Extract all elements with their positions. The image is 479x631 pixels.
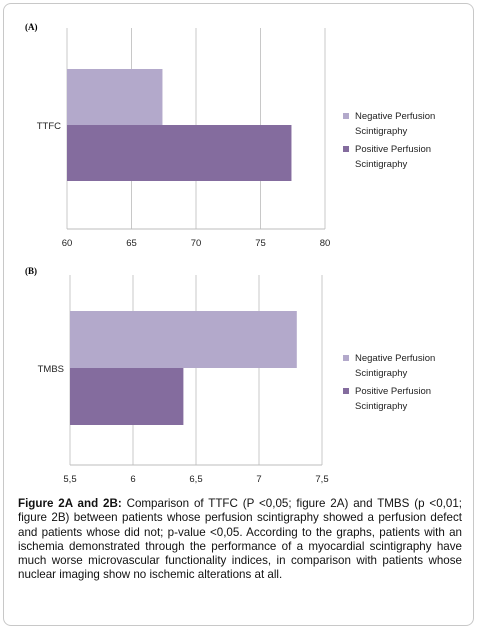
legend-label-positive: Positive Perfusion Scintigraphy <box>355 144 432 170</box>
legend-item-negative: Negative Perfusion Scintigraphy <box>343 109 465 139</box>
x-tick-label: 80 <box>320 238 331 249</box>
bar-positive <box>67 125 292 181</box>
legend-swatch-positive <box>343 146 349 152</box>
caption-text: Comparison of TTFC (P <0,05; figure 2A) … <box>18 497 462 582</box>
figure-frame <box>3 3 474 626</box>
legend-a: Negative Perfusion Scintigraphy Positive… <box>343 109 465 175</box>
legend-label-positive: Positive Perfusion Scintigraphy <box>355 386 432 412</box>
legend-item-negative: Negative Perfusion Scintigraphy <box>343 351 465 381</box>
chart-a: 60 65 70 75 80 TTFC <box>37 28 331 249</box>
legend-label-negative: Negative Perfusion Scintigraphy <box>355 111 436 137</box>
x-tick-label: 7,5 <box>315 474 328 485</box>
chart-b: 5,5 6 6,5 7 7,5 TMBS <box>38 275 329 485</box>
bar-negative <box>67 69 163 125</box>
x-tick-label: 75 <box>255 238 266 249</box>
legend-label-negative: Negative Perfusion Scintigraphy <box>355 353 436 379</box>
x-tick-label: 60 <box>62 238 73 249</box>
panel-label-a: (A) <box>25 22 38 32</box>
caption-label: Figure 2A and 2B: <box>18 497 122 510</box>
bar-positive <box>70 368 184 425</box>
x-tick-label: 70 <box>191 238 202 249</box>
category-label: TTFC <box>37 121 61 132</box>
figure-caption: Figure 2A and 2B: Comparison of TTFC (P … <box>18 497 462 583</box>
legend-swatch-negative <box>343 355 349 361</box>
x-tick-label: 6,5 <box>189 474 202 485</box>
category-label: TMBS <box>38 364 64 375</box>
legend-swatch-negative <box>343 113 349 119</box>
x-tick-label: 5,5 <box>63 474 76 485</box>
bar-negative <box>70 311 297 368</box>
x-tick-label: 7 <box>256 474 261 485</box>
legend-b: Negative Perfusion Scintigraphy Positive… <box>343 351 465 417</box>
legend-item-positive: Positive Perfusion Scintigraphy <box>343 384 465 414</box>
x-tick-label: 6 <box>130 474 135 485</box>
legend-swatch-positive <box>343 388 349 394</box>
legend-item-positive: Positive Perfusion Scintigraphy <box>343 142 465 172</box>
x-tick-label: 65 <box>126 238 137 249</box>
panel-label-b: (B) <box>25 266 37 276</box>
